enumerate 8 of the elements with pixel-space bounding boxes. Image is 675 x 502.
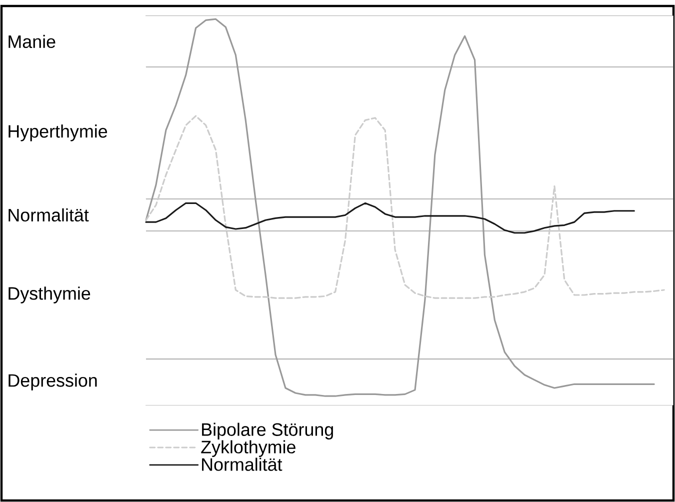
band-label: Manie	[8, 34, 56, 48]
legend-label: Bipolare Störung	[202, 422, 333, 440]
legend-label: Zyklothymie	[201, 440, 296, 457]
band-label: Normalität	[8, 208, 89, 222]
band-label: Hyperthymie	[8, 124, 108, 142]
band-label: Depression	[8, 374, 97, 390]
band-label: Dysthymie	[8, 286, 90, 304]
legend-label: Normalität	[202, 458, 282, 471]
